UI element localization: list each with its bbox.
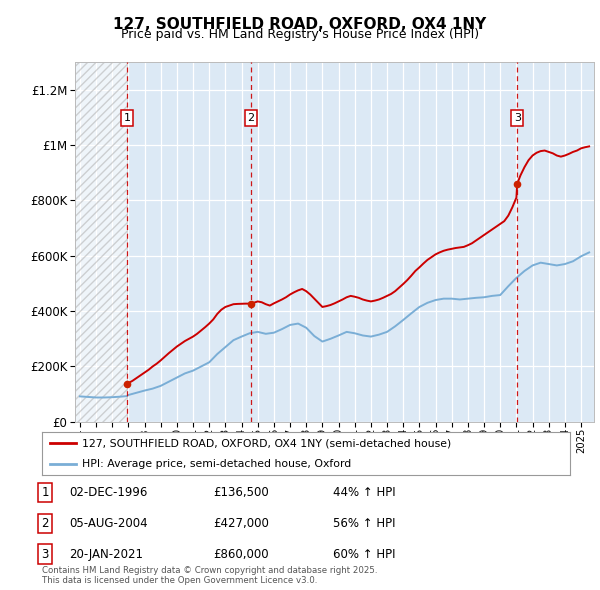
Text: 1: 1 xyxy=(124,113,131,123)
Text: HPI: Average price, semi-detached house, Oxford: HPI: Average price, semi-detached house,… xyxy=(82,460,351,469)
Text: 1: 1 xyxy=(41,486,49,499)
Text: 127, SOUTHFIELD ROAD, OXFORD, OX4 1NY (semi-detached house): 127, SOUTHFIELD ROAD, OXFORD, OX4 1NY (s… xyxy=(82,438,451,448)
Text: 05-AUG-2004: 05-AUG-2004 xyxy=(69,517,148,530)
Text: 3: 3 xyxy=(514,113,521,123)
Text: 44% ↑ HPI: 44% ↑ HPI xyxy=(333,486,395,499)
Text: £427,000: £427,000 xyxy=(213,517,269,530)
Text: 02-DEC-1996: 02-DEC-1996 xyxy=(69,486,148,499)
Text: 2: 2 xyxy=(248,113,254,123)
Text: Price paid vs. HM Land Registry's House Price Index (HPI): Price paid vs. HM Land Registry's House … xyxy=(121,28,479,41)
Text: 2: 2 xyxy=(41,517,49,530)
Text: 20-JAN-2021: 20-JAN-2021 xyxy=(69,548,143,560)
Text: £136,500: £136,500 xyxy=(213,486,269,499)
Text: Contains HM Land Registry data © Crown copyright and database right 2025.
This d: Contains HM Land Registry data © Crown c… xyxy=(42,566,377,585)
Text: 3: 3 xyxy=(41,548,49,560)
Text: 127, SOUTHFIELD ROAD, OXFORD, OX4 1NY: 127, SOUTHFIELD ROAD, OXFORD, OX4 1NY xyxy=(113,17,487,31)
Text: 56% ↑ HPI: 56% ↑ HPI xyxy=(333,517,395,530)
Text: 60% ↑ HPI: 60% ↑ HPI xyxy=(333,548,395,560)
Text: £860,000: £860,000 xyxy=(213,548,269,560)
Bar xyxy=(75,62,127,422)
